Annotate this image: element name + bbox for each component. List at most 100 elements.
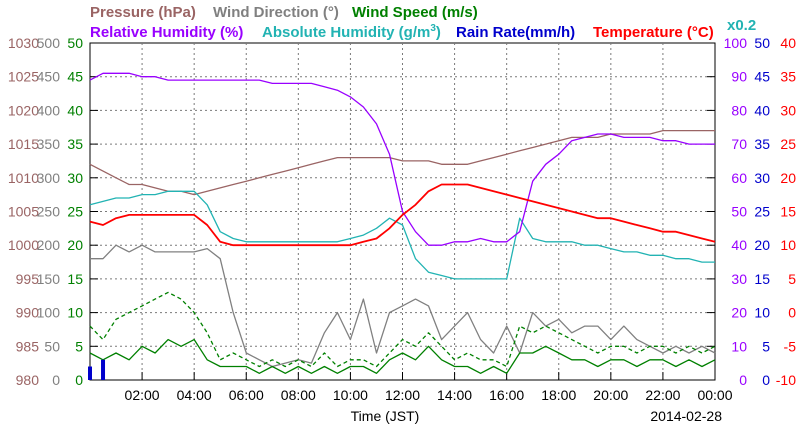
left-tick-label: 0 [75, 372, 83, 388]
x-tick-label: 16:00 [489, 387, 524, 403]
right-tick-label: 15 [754, 271, 770, 287]
right-tick-label: 80 [731, 102, 747, 118]
right-tick-label: 30 [754, 170, 770, 186]
right-tick-label: 35 [780, 69, 796, 85]
left-tick-label: 30 [67, 170, 83, 186]
left-tick-label: 35 [67, 136, 83, 152]
series-line [89, 190, 715, 280]
right-tick-label: 40 [731, 237, 747, 253]
left-tick-label: 985 [16, 338, 40, 354]
left-tick-label: 20 [67, 237, 83, 253]
x-tick-label: 08:00 [281, 387, 316, 403]
legend-absolute-humidity-end: ) [436, 24, 441, 41]
left-axis-ticks: 9809859909951000100510101015102010251030… [8, 35, 715, 388]
x-tick-label: 02:00 [125, 387, 160, 403]
series-line [90, 244, 716, 368]
x-axis-ticks: 02:00 04:00 06:00 08:00 10:00 12:00 14:00 16:00… [125, 372, 733, 403]
left-tick-label: 450 [37, 69, 61, 85]
left-tick-label: 500 [37, 35, 61, 51]
right-tick-label: -10 [776, 372, 796, 388]
left-tick-label: 1020 [8, 102, 39, 118]
x-tick-label: 10:00 [333, 387, 368, 403]
left-tick-label: 1015 [8, 136, 39, 152]
right-tick-label: 10 [754, 305, 770, 321]
right-axis-ticks: 0102030405060708090100051015202530354045… [724, 35, 797, 388]
left-tick-label: 980 [16, 372, 40, 388]
left-tick-label: 25 [67, 204, 83, 220]
x-tick-label: 12:00 [385, 387, 420, 403]
right-tick-label: 50 [731, 204, 747, 220]
legend-rain-rate: Rain Rate(mm/h) [456, 24, 575, 41]
left-tick-label: 45 [67, 69, 83, 85]
left-tick-label: 1005 [8, 204, 39, 220]
left-tick-label: 300 [37, 170, 61, 186]
x-tick-label: 00:00 [697, 387, 732, 403]
right-tick-label: 25 [754, 204, 770, 220]
x-tick-label: 04:00 [177, 387, 212, 403]
right-tick-label: 70 [731, 136, 747, 152]
left-tick-label: 150 [37, 271, 61, 287]
left-tick-label: 1030 [8, 35, 39, 51]
left-tick-label: 15 [67, 271, 83, 287]
x-tick-label: 20:00 [593, 387, 628, 403]
legend-absolute-humidity-sup: 3 [430, 23, 436, 34]
legend-absolute-humidity-label: Absolute Humidity (g/m [262, 24, 430, 41]
right-tick-label: -5 [784, 338, 797, 354]
left-tick-label: 1010 [8, 170, 39, 186]
left-tick-label: 350 [37, 136, 61, 152]
right-tick-label: 10 [780, 237, 796, 253]
right-tick-label: 10 [731, 338, 747, 354]
legend-absolute-humidity: Absolute Humidity (g/m3) [262, 23, 441, 41]
right-tick-label: 0 [762, 372, 770, 388]
right-tick-label: 40 [754, 102, 770, 118]
legend-relative-humidity: Relative Humidity (%) [90, 24, 243, 41]
x-axis-label: Time (JST) [351, 408, 420, 424]
right-tick-label: 50 [754, 35, 770, 51]
series-line [89, 183, 716, 247]
left-tick-label: 50 [44, 338, 60, 354]
left-tick-label: 995 [16, 271, 40, 287]
right-tick-label: 20 [780, 170, 796, 186]
x-tick-label: 18:00 [541, 387, 576, 403]
left-tick-label: 990 [16, 305, 40, 321]
left-tick-label: 1025 [8, 69, 39, 85]
left-tick-label: 400 [37, 102, 61, 118]
legend-pressure: Pressure (hPa) [90, 4, 196, 21]
right-tick-label: 45 [754, 69, 770, 85]
series-line [89, 291, 716, 368]
right-tick-label: 15 [780, 204, 796, 220]
rain-bar [88, 366, 92, 380]
x-tick-label: 14:00 [437, 387, 472, 403]
legend-wind-direction: Wind Direction (°) [213, 4, 339, 21]
left-tick-label: 40 [67, 102, 83, 118]
right-tick-label: 5 [762, 338, 770, 354]
right-tick-label: 40 [780, 35, 796, 51]
right-tick-label: 60 [731, 170, 747, 186]
series-line [89, 338, 716, 374]
absolute-humidity-scale: x0.2 [727, 17, 756, 34]
left-tick-label: 100 [37, 305, 61, 321]
right-tick-label: 0 [788, 305, 796, 321]
left-tick-label: 5 [75, 338, 83, 354]
x-tick-label: 06:00 [229, 387, 264, 403]
series-lines [88, 72, 716, 380]
legend-wind-speed: Wind Speed (m/s) [352, 4, 478, 21]
right-tick-label: 90 [731, 69, 747, 85]
left-tick-label: 0 [52, 372, 60, 388]
right-tick-label: 30 [780, 102, 796, 118]
chart-date: 2014-02-28 [650, 408, 722, 424]
right-tick-label: 20 [754, 237, 770, 253]
left-tick-label: 200 [37, 237, 61, 253]
left-tick-label: 50 [67, 35, 83, 51]
x-tick-label: 22:00 [645, 387, 680, 403]
right-tick-label: 100 [724, 35, 748, 51]
right-tick-label: 0 [739, 372, 747, 388]
left-tick-label: 10 [67, 305, 83, 321]
legend-temperature: Temperature (°C) [593, 24, 714, 41]
left-tick-label: 250 [37, 204, 61, 220]
right-tick-label: 35 [754, 136, 770, 152]
right-tick-label: 30 [731, 271, 747, 287]
left-tick-label: 1000 [8, 237, 39, 253]
series-line [89, 72, 715, 246]
